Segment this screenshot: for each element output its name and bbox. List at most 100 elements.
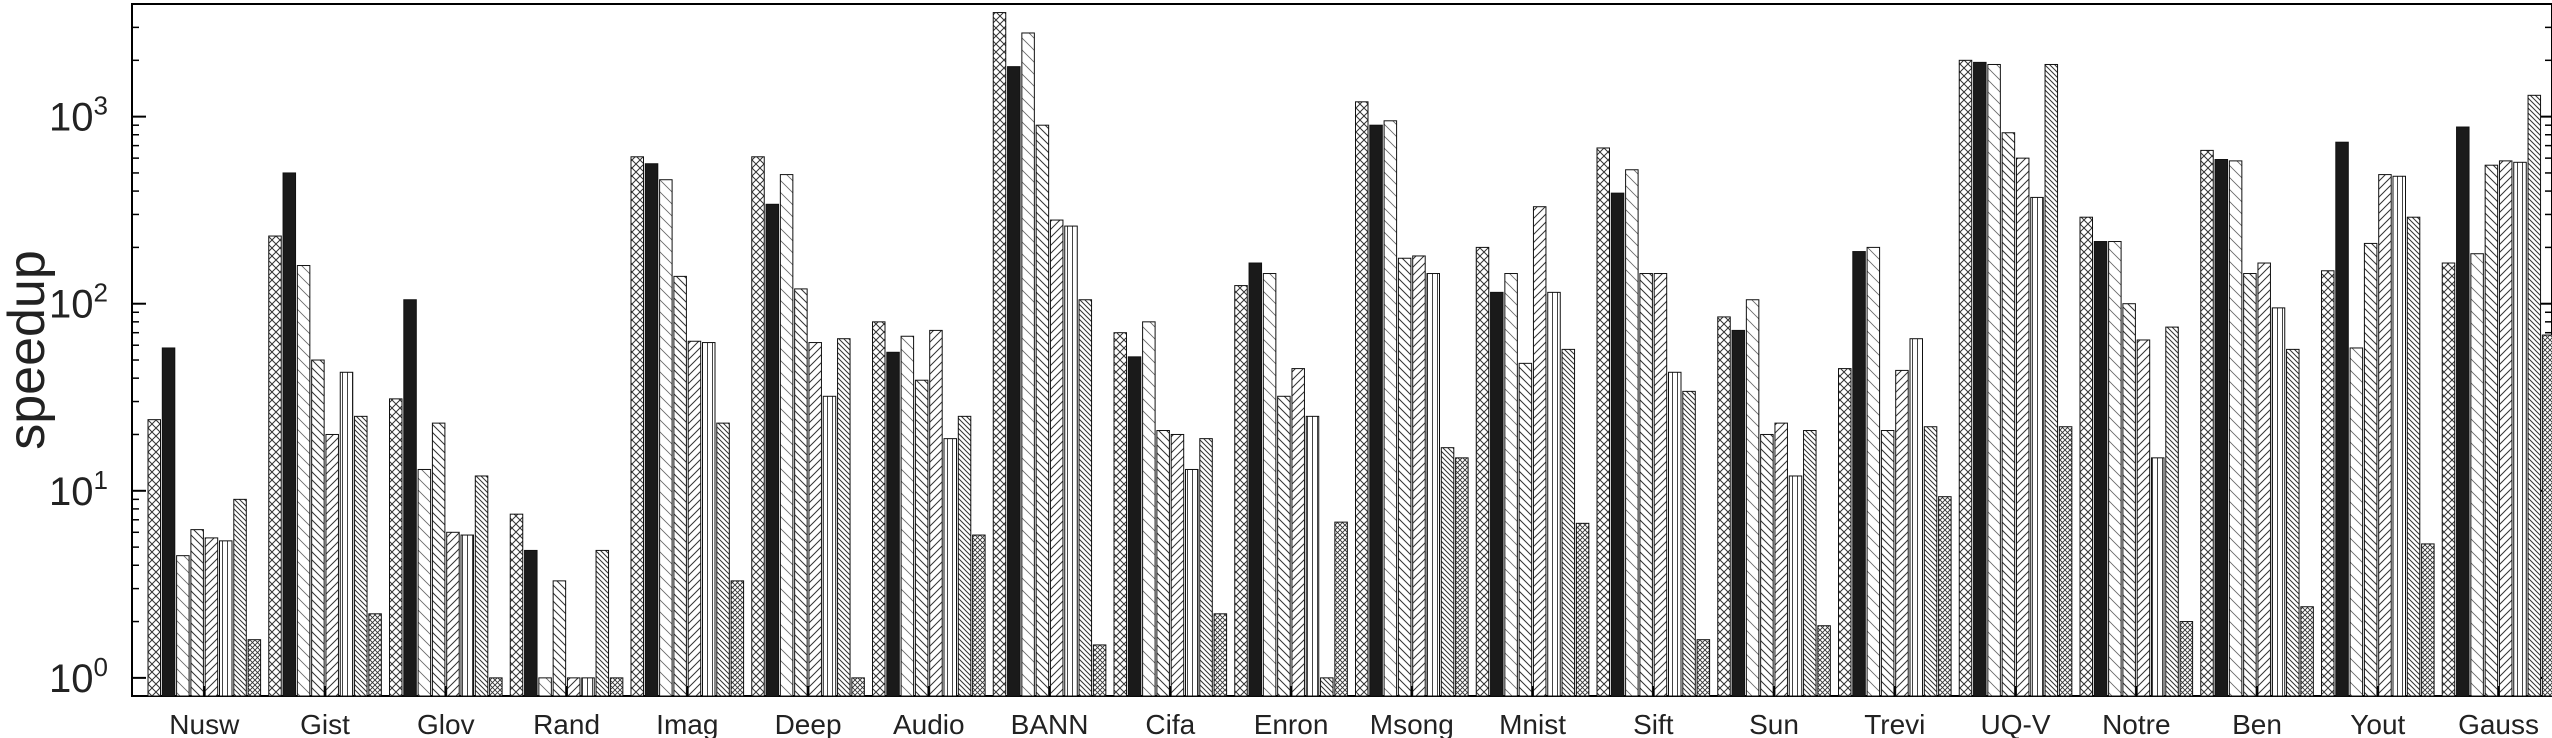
bar-glov-s4 xyxy=(431,422,446,697)
bar-enron-s5 xyxy=(1291,368,1305,697)
bar-imag-s2 xyxy=(644,163,659,697)
x-tick-label: Yout xyxy=(2350,709,2405,738)
bar-mnist-s6 xyxy=(1547,291,1561,697)
x-tick-label: Msong xyxy=(1370,709,1454,738)
bar-uq-v-s7 xyxy=(2044,63,2059,697)
bar-ben-s8 xyxy=(2300,606,2314,697)
bar-sun-s4 xyxy=(1760,433,1774,697)
bar-glov-s3 xyxy=(417,468,432,697)
bar-group-glov xyxy=(389,299,503,697)
bar-cifa-s5 xyxy=(1170,433,1185,697)
x-tick-label: Glov xyxy=(417,709,475,738)
bar-rand-s6 xyxy=(581,677,595,697)
bar-yout-s8 xyxy=(2421,543,2435,697)
bar-trevi-s1 xyxy=(1838,368,1852,697)
bar-gist-s1 xyxy=(268,235,282,697)
bar-ben-s4 xyxy=(2243,273,2257,697)
bar-mnist-s8 xyxy=(1575,522,1590,697)
x-tick-label: Notre xyxy=(2102,709,2170,738)
bar-group-audio xyxy=(872,321,986,697)
bar-bann-s1 xyxy=(992,12,1007,697)
bar-gist-s3 xyxy=(296,265,311,697)
bar-gauss-s6 xyxy=(2513,161,2527,697)
bar-gauss-s3 xyxy=(2470,253,2484,697)
bar-enron-s6 xyxy=(1305,415,1320,697)
bar-group-gauss xyxy=(2441,94,2552,697)
bar-gauss-s8 xyxy=(2541,334,2552,697)
bar-deep-s5 xyxy=(808,342,822,697)
bar-trevi-s5 xyxy=(1895,369,1909,697)
bar-nusw-s3 xyxy=(176,555,190,697)
bar-trevi-s2 xyxy=(1852,251,1866,697)
x-tick-label: BANN xyxy=(1011,709,1089,738)
x-tick-label: Trevi xyxy=(1864,709,1925,738)
bar-nusw-s2 xyxy=(161,347,176,697)
bar-gist-s5 xyxy=(325,433,339,697)
bar-cifa-s2 xyxy=(1127,356,1142,697)
bar-sun-s7 xyxy=(1803,430,1817,697)
y-axis-label: speedup xyxy=(0,250,56,450)
bar-gist-s7 xyxy=(354,415,368,697)
x-tick-label: Imag xyxy=(656,709,718,738)
x-tick-label: UQ-V xyxy=(1981,709,2051,738)
bar-uq-v-s8 xyxy=(2058,426,2073,697)
bar-msong-s3 xyxy=(1383,120,1398,697)
bar-sift-s1 xyxy=(1596,147,1610,697)
bar-notre-s2 xyxy=(2093,241,2108,697)
bar-uq-v-s3 xyxy=(1987,63,2001,697)
bar-nusw-s5 xyxy=(204,537,219,697)
bar-imag-s6 xyxy=(702,342,716,697)
x-tick-label: Nusw xyxy=(169,709,240,738)
bar-notre-s1 xyxy=(2079,216,2093,697)
bar-ben-s1 xyxy=(2200,149,2214,697)
bar-ben-s3 xyxy=(2228,160,2243,697)
bar-enron-s4 xyxy=(1277,395,1291,697)
bar-msong-s1 xyxy=(1355,101,1369,697)
bar-uq-v-s1 xyxy=(1958,59,1973,697)
bar-audio-s3 xyxy=(900,335,915,697)
x-tick-label: Cifa xyxy=(1145,709,1195,738)
bar-rand-s2 xyxy=(524,549,538,697)
bar-notre-s3 xyxy=(2108,241,2122,697)
bar-audio-s8 xyxy=(972,534,986,697)
bar-imag-s7 xyxy=(716,422,730,697)
bar-yout-s1 xyxy=(2321,270,2335,697)
x-tick-label: Enron xyxy=(1254,709,1329,738)
bar-glov-s5 xyxy=(446,531,460,697)
bar-gauss-s7 xyxy=(2527,94,2542,697)
bar-gauss-s5 xyxy=(2498,160,2513,697)
bar-cifa-s6 xyxy=(1185,468,1199,697)
bar-deep-s7 xyxy=(837,338,851,697)
bar-series-group xyxy=(147,12,2552,697)
bar-glov-s6 xyxy=(460,534,474,697)
bar-notre-s6 xyxy=(2151,457,2165,697)
bar-trevi-s7 xyxy=(1923,426,1938,697)
bar-uq-v-s6 xyxy=(2030,196,2044,697)
bar-group-trevi xyxy=(1838,246,1952,697)
bar-deep-s3 xyxy=(779,174,794,697)
bar-sun-s8 xyxy=(1817,625,1831,697)
bar-cifa-s1 xyxy=(1113,332,1127,697)
bar-yout-s4 xyxy=(2363,242,2378,697)
bar-group-cifa xyxy=(1113,321,1228,697)
y-tick-label: 101 xyxy=(49,465,108,514)
bar-msong-s4 xyxy=(1397,257,1412,697)
bar-imag-s3 xyxy=(659,179,673,697)
x-axis: Nusw Gist Glov Rand Imag Deep Audio BANN Cifa Enr… xyxy=(169,686,2539,738)
bar-sift-s7 xyxy=(1682,390,1696,697)
bar-rand-s5 xyxy=(566,677,581,697)
bar-yout-s3 xyxy=(2349,347,2364,697)
bar-bann-s2 xyxy=(1007,66,1021,697)
bar-yout-s5 xyxy=(2378,174,2392,697)
bar-uq-v-s5 xyxy=(2015,157,2030,697)
bar-gist-s8 xyxy=(368,613,382,697)
bar-cifa-s3 xyxy=(1142,321,1156,697)
bar-rand-s1 xyxy=(509,513,524,697)
bar-rand-s3 xyxy=(538,677,552,697)
bar-ben-s5 xyxy=(2257,262,2271,697)
bar-group-uq-v xyxy=(1958,59,2073,697)
bar-group-nusw xyxy=(147,347,262,697)
bar-audio-s2 xyxy=(886,351,900,697)
x-tick-label: Sift xyxy=(1633,709,1674,738)
bar-cifa-s7 xyxy=(1199,438,1213,697)
